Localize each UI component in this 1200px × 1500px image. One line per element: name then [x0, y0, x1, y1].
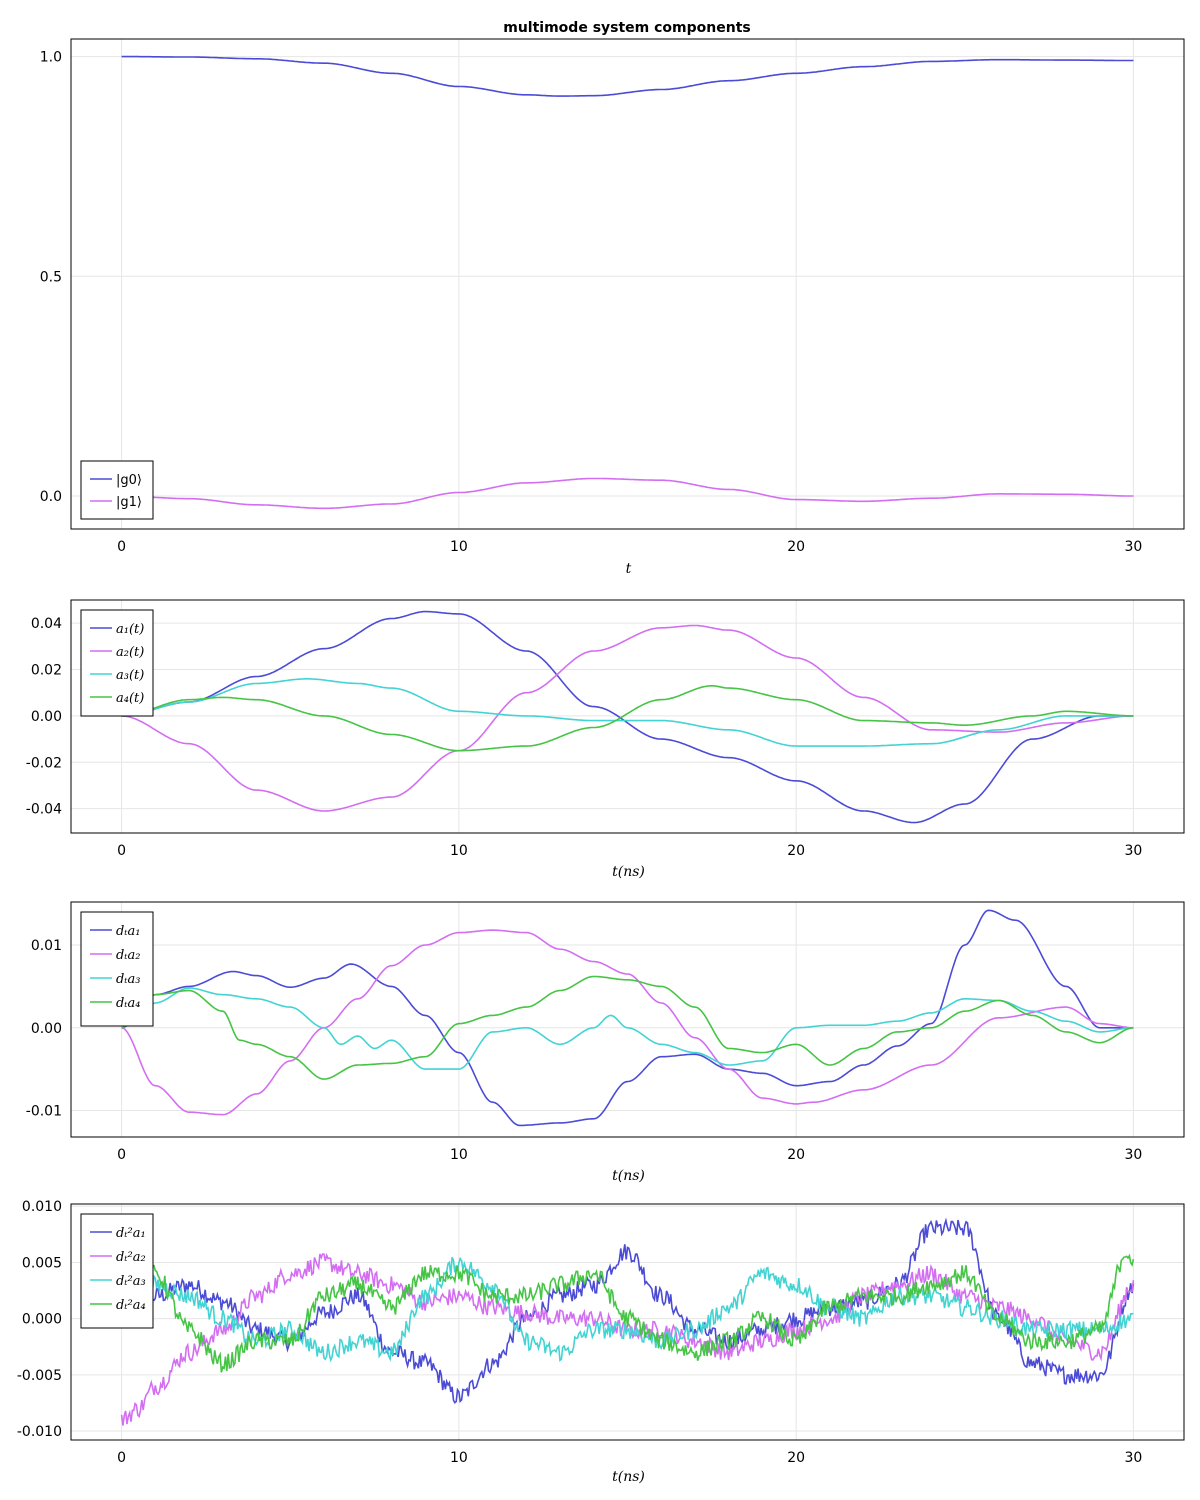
series-line-2: [121, 624, 1134, 812]
series-line-2: [121, 929, 1134, 1116]
legend-label: dₜ²a₁: [116, 1226, 146, 1241]
legend-label: dₜ²a₃: [116, 1274, 146, 1289]
x-axis-label: t(ns): [612, 864, 645, 880]
series-line-1: [121, 610, 1134, 824]
legend-label: dₜ²a₄: [116, 1298, 146, 1313]
series-line-4: [121, 1253, 1135, 1373]
y-tick-label: 0.01: [31, 938, 62, 954]
x-tick-label: 10: [450, 1147, 468, 1163]
legend-label: a₂(t): [116, 645, 144, 660]
x-tick-label: 20: [787, 539, 805, 555]
legend-box: [80, 1213, 154, 1329]
x-tick-label: 30: [1124, 1147, 1142, 1163]
x-tick-label: 30: [1124, 843, 1142, 859]
x-axis-label: t: [626, 561, 632, 577]
plot-frame: [70, 1203, 1185, 1441]
x-axis-label: t(ns): [612, 1168, 645, 1184]
x-tick-label: 20: [787, 1450, 805, 1466]
legend-label: a₃(t): [116, 668, 144, 683]
x-axis-label: t(ns): [612, 1469, 645, 1485]
x-tick-label: 0: [117, 1450, 126, 1466]
y-tick-label: -0.02: [26, 755, 62, 771]
legend-box: [80, 460, 154, 520]
x-tick-label: 10: [450, 843, 468, 859]
y-tick-label: 0.00: [31, 1021, 62, 1037]
y-tick-label: -0.010: [17, 1424, 62, 1440]
y-tick-label: 0.5: [40, 269, 62, 285]
series-line-1: [121, 909, 1134, 1127]
series-line-2: [121, 477, 1134, 510]
y-tick-label: -0.04: [26, 802, 62, 818]
x-tick-label: 30: [1124, 539, 1142, 555]
x-tick-label: 20: [787, 843, 805, 859]
x-tick-label: 30: [1124, 1450, 1142, 1466]
x-tick-label: 0: [117, 843, 126, 859]
legend-label: a₄(t): [116, 691, 144, 706]
plot-frame: [70, 599, 1185, 834]
plot-frame: [70, 901, 1185, 1138]
legend-label: dₜa₃: [116, 972, 141, 987]
y-tick-label: 0.04: [31, 616, 62, 632]
legend-label: |g0⟩: [116, 473, 142, 488]
y-tick-label: 0.010: [22, 1199, 62, 1215]
series-line-3: [121, 987, 1134, 1070]
x-tick-label: 10: [450, 539, 468, 555]
y-tick-label: 0.0: [40, 489, 62, 505]
series-line-1: [121, 55, 1134, 97]
x-tick-label: 20: [787, 1147, 805, 1163]
series-line-3: [120, 1256, 1134, 1363]
legend-label: dₜa₁: [116, 924, 141, 939]
y-tick-label: 0.000: [22, 1312, 62, 1328]
y-tick-label: -0.005: [17, 1368, 62, 1384]
chart-title: multimode system components: [503, 20, 750, 36]
x-tick-label: 0: [117, 1147, 126, 1163]
series-line-4: [121, 975, 1134, 1080]
x-tick-label: 0: [117, 539, 126, 555]
legend-label: |g1⟩: [116, 495, 142, 510]
plot-frame: [70, 38, 1185, 530]
series-line-4: [121, 684, 1134, 752]
y-tick-label: 0.00: [31, 709, 62, 725]
y-tick-label: 1.0: [40, 50, 62, 66]
series-line-3: [121, 677, 1134, 747]
legend-label: a₁(t): [116, 622, 144, 637]
legend-label: dₜa₂: [116, 948, 141, 963]
legend-box: [80, 911, 154, 1027]
y-tick-label: 0.02: [31, 663, 62, 679]
y-tick-label: 0.005: [22, 1255, 62, 1271]
y-tick-label: -0.01: [26, 1104, 62, 1120]
legend-label: dₜ²a₂: [116, 1250, 146, 1265]
x-tick-label: 10: [450, 1450, 468, 1466]
legend-label: dₜa₄: [116, 996, 141, 1011]
